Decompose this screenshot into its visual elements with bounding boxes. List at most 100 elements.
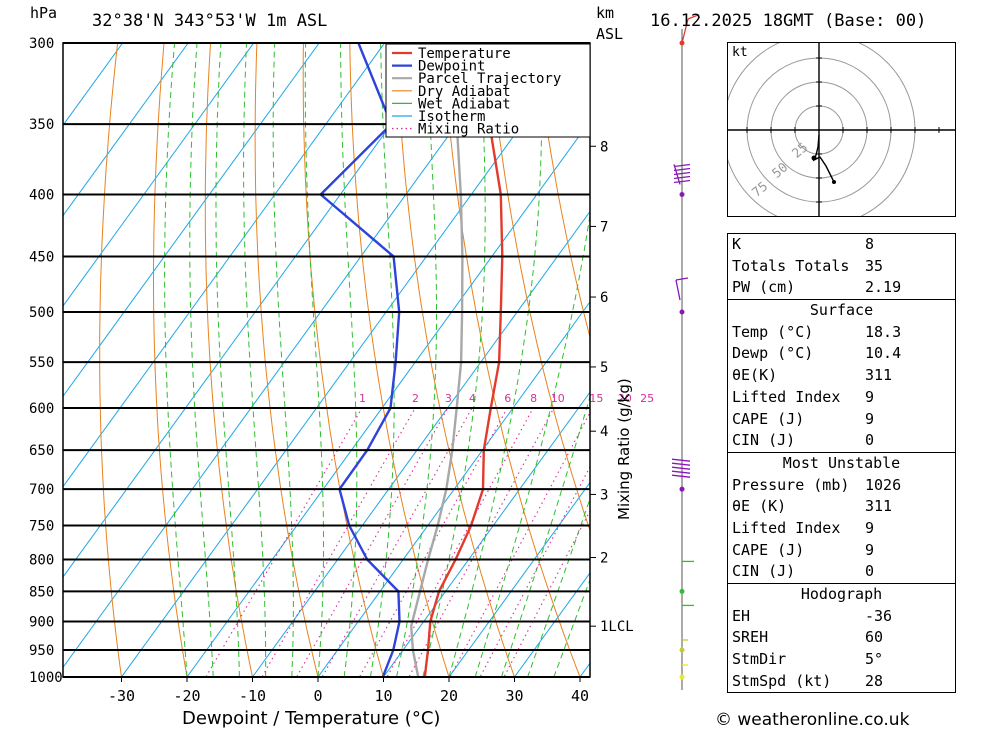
wet-adiabat-line	[272, 43, 294, 677]
dry-adiabat-line	[204, 43, 254, 677]
pressure-tick-label: 400	[29, 187, 54, 203]
index-label: K	[732, 235, 742, 253]
wind-barb-dot	[679, 647, 685, 653]
x-tick-label: 30	[505, 687, 523, 705]
mixing-ratio-line	[479, 465, 590, 677]
isotherm-line	[63, 43, 189, 217]
mu-label: Lifted Index	[732, 518, 841, 537]
height-km-label: 1LCL	[600, 619, 634, 635]
wind-barb	[681, 14, 699, 44]
most-unstable-section-title: Most Unstable	[728, 451, 955, 475]
mixing-ratio-line	[503, 509, 590, 677]
index-label: PW (cm)	[732, 278, 796, 297]
height-km-label: 4	[600, 424, 608, 440]
wet-adiabat-line	[553, 578, 590, 677]
mixing-ratio-label: 10	[551, 392, 565, 405]
wind-barb-dot	[679, 191, 685, 197]
height-km-label: 5	[600, 360, 608, 376]
hodo-label: StmDir	[732, 650, 787, 669]
x-tick-label: 10	[374, 687, 392, 705]
surface-label: CIN (J)	[732, 431, 796, 450]
plot-area	[63, 7, 1000, 703]
dry-adiabat-line	[254, 43, 319, 677]
mixing-ratio-label: 8	[530, 392, 537, 405]
pressure-tick-label: 1000	[29, 670, 63, 686]
x-tick-label: 20	[440, 687, 458, 705]
legend-entry: Isotherm	[418, 109, 485, 125]
isotherm-line	[63, 43, 255, 307]
wet-adiabat-line	[340, 43, 358, 677]
hodo-ring-50: 50	[770, 160, 792, 182]
pressure-tick-label: 800	[29, 552, 54, 568]
x-tick-label: -30	[108, 687, 135, 705]
mixing-ratio-line	[386, 407, 534, 677]
dry-adiabat-line	[395, 43, 516, 677]
isotherm-line	[63, 43, 124, 127]
surface-label: Dewp (°C)	[732, 344, 814, 363]
legend-entry: Wet Adiabat	[418, 96, 511, 112]
x-tick-label: -10	[239, 687, 266, 705]
pressure-tick-label: 700	[29, 482, 54, 498]
x-tick-label: -20	[173, 687, 200, 705]
legend-entry: Temperature	[418, 46, 511, 62]
surface-label: Lifted Index	[732, 387, 841, 406]
wet-adiabat-line	[527, 497, 590, 677]
mixing-ratio-label: 4	[469, 392, 476, 405]
isotherm-line	[63, 43, 320, 398]
dry-adiabat-line	[534, 43, 590, 340]
series-temperature	[423, 43, 504, 677]
location-title: 32°38'N 343°53'W 1m ASL	[92, 11, 328, 31]
pressure-tick-label: 500	[29, 305, 54, 321]
copyright-link[interactable]: © weatheronline.co.uk	[715, 710, 910, 730]
wet-adiabat-line	[304, 43, 324, 677]
mixing-ratio-line	[449, 411, 590, 677]
mixing-ratio-line	[321, 407, 473, 677]
surface-value: 18.3	[865, 322, 902, 341]
mu-row: Lifted Index 9	[728, 518, 955, 540]
dry-adiabat-line	[349, 43, 450, 677]
legend-entry: Dewpoint	[418, 59, 485, 75]
pressure-unit-label: hPa	[30, 4, 58, 22]
surface-row: CIN (J) 0	[728, 430, 955, 452]
surface-section-title: Surface	[728, 299, 955, 322]
mu-label: CAPE (J)	[732, 540, 805, 559]
index-value: 2.19	[865, 278, 902, 297]
pressure-tick-label: 350	[29, 117, 54, 133]
mu-value: 311	[865, 497, 893, 516]
index-label: Totals Totals	[732, 256, 850, 275]
wet-adiabat-line	[189, 43, 214, 677]
mixing-ratio-label: 20	[618, 392, 632, 405]
hodo-value: 60	[865, 628, 884, 647]
hodo-row: SREH 60	[728, 627, 955, 649]
height-km-label: 7	[600, 219, 608, 235]
height-km-label: 2	[600, 551, 608, 567]
legend-entry: Mixing Ratio	[418, 122, 519, 138]
mixing-ratio-label: 2	[412, 392, 419, 405]
hodo-label: EH	[732, 606, 751, 625]
hodo-value: 5°	[865, 650, 884, 669]
wind-barb	[682, 560, 694, 607]
hodograph-plot: 25 50 75	[728, 43, 955, 216]
pressure-tick-label: 900	[29, 615, 54, 631]
index-row: Totals Totals 35	[728, 256, 955, 278]
asl-unit-label: ASL	[596, 25, 624, 43]
km-unit-label: km	[596, 4, 615, 22]
mixing-ratio-label: 3	[445, 392, 452, 405]
wind-barb-dot	[679, 674, 685, 680]
surface-row: CAPE (J) 9	[728, 409, 955, 431]
pressure-tick-label: 650	[29, 443, 54, 459]
wind-barb	[675, 277, 689, 301]
series-parcel-trajectory	[410, 43, 464, 677]
pressure-tick-label: 850	[29, 584, 54, 600]
pressure-tick-label: 750	[29, 519, 54, 535]
hodo-value: -36	[865, 606, 893, 625]
surface-value: 9	[865, 387, 875, 406]
mixing-ratio-line	[295, 407, 449, 677]
dry-adiabat-line	[987, 7, 1000, 703]
series-dewpoint	[319, 43, 401, 677]
legend-entry: Dry Adiabat	[418, 84, 511, 100]
